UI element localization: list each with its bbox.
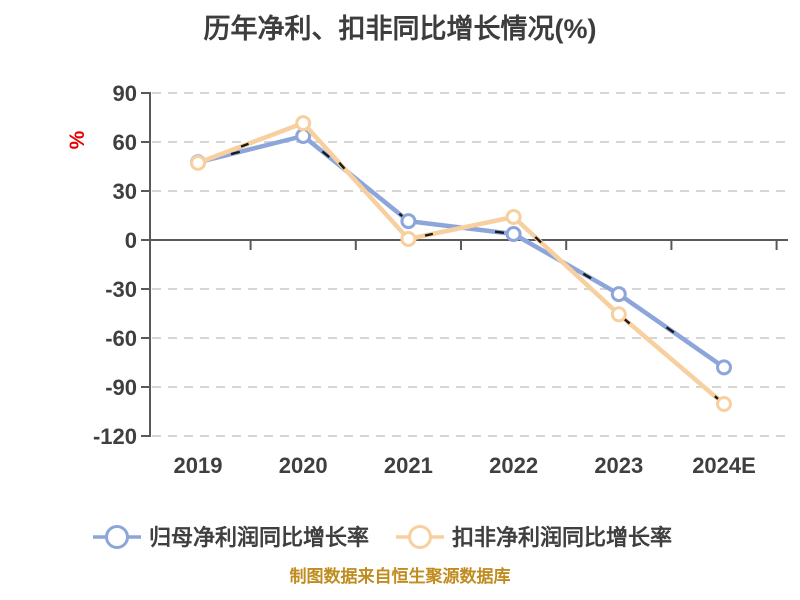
y-tick-label: 0 (125, 228, 137, 253)
y-tick-label: -120 (93, 424, 137, 449)
x-tick-label: 2020 (279, 453, 328, 478)
data-point-marker (716, 359, 732, 376)
data-point-marker (716, 396, 732, 412)
data-point-marker (610, 286, 627, 303)
data-point-marker (400, 213, 417, 230)
data-point-marker (400, 231, 417, 247)
series-accent-dashes-0 (197, 134, 725, 369)
y-tick-label: -90 (105, 375, 137, 400)
x-tick-label: 2021 (384, 453, 433, 478)
x-tick-label: 2022 (489, 453, 538, 478)
data-point-marker (610, 306, 627, 323)
legend-label-net-profit: 归母净利润同比增长率 (149, 525, 369, 550)
legend-marker-blue-icon (105, 525, 129, 549)
data-point-marker (505, 226, 522, 242)
legend-marker-orange-icon (408, 525, 432, 549)
data-point-marker (190, 154, 206, 171)
y-tick-label: 30 (113, 179, 137, 204)
legend-label-non-recurring: 扣非净利润同比增长率 (452, 525, 672, 550)
data-point-marker (295, 115, 312, 132)
data-point-marker (505, 209, 522, 225)
axes: 90 60 30 0 -30 -60 -90 -120 2019 2020 2021 2022 2023… (93, 81, 788, 478)
series-line-1 (195, 120, 727, 407)
y-tick-label: -30 (105, 277, 137, 302)
legend-item-non-recurring: 扣非净利润同比增长率 (396, 525, 672, 550)
series-line-0 (195, 133, 727, 370)
y-tick-label: 60 (113, 130, 137, 155)
series-accent-dashes-1 (197, 121, 725, 405)
series-group (190, 115, 732, 412)
y-axis-unit-label: % (66, 130, 89, 149)
legend: 归母净利润同比增长率 扣非净利润同比增长率 (93, 525, 672, 550)
source-note: 制图数据来自恒生聚源数据库 (290, 566, 511, 586)
chart-title: 历年净利、扣非同比增长情况(%) (204, 13, 597, 44)
x-tick-label: 2023 (594, 453, 643, 478)
y-tick-label: 90 (113, 81, 137, 106)
x-tick-label: 2019 (174, 453, 223, 478)
legend-item-net-profit: 归母净利润同比增长率 (93, 525, 369, 550)
y-tick-label: -60 (105, 326, 137, 351)
x-tick-label: 2024E (692, 453, 756, 478)
